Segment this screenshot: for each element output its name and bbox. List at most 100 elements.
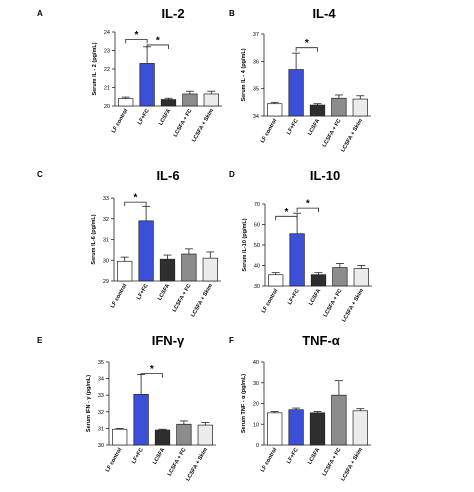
chart-title: IL-2 [161,6,184,21]
y-tick-label: 34 [98,377,104,383]
bar-0 [117,260,133,282]
bar-4 [352,98,368,117]
category-label: LCSFA + FC [172,283,193,313]
significance-bracket: * [140,364,163,378]
category-label: LCSFA + FC [167,447,188,477]
bar-4 [202,257,218,282]
y-tick-label: 33 [98,393,104,399]
y-tick-label: 24 [104,30,110,36]
chart-title: IFN-γ [152,333,185,348]
category-label: LF+FC [286,447,300,465]
category-label: LCSFA + FC [173,108,194,138]
y-tick-label: 40 [254,264,260,270]
category-label: LF control [260,118,279,145]
significance-label: * [305,38,309,49]
y-axis-label: Serum TNF - α (pg/mL) [241,374,247,433]
category-label: LCSFA + FC [322,447,343,477]
significance-label: * [284,207,288,218]
chart-title: IL-4 [312,6,336,21]
panel-e: E IFN-γ 30 31 32 33 34 35 Serum IFN - γ (pg/mL) L… [37,333,216,482]
category-label: LCSFA + Skim [340,447,364,482]
bar-2 [154,429,171,446]
y-tick-label: 30 [98,443,104,449]
y-tick-label: 31 [103,238,109,244]
y-tick-label: 35 [98,360,104,366]
y-axis-label: Serum IL - 2 (pg/mL) [92,42,98,95]
significance-bracket: * [124,193,147,207]
category-label: LF control [260,447,279,474]
chart-title: TNF-α [302,333,340,348]
y-tick-label: 50 [254,243,260,249]
category-label: LCSFA + FC [323,288,344,318]
significance-bracket: * [295,38,318,52]
panel-letter: D [229,170,235,179]
bar-1 [289,233,305,287]
category-label: LCSFA + Skim [191,108,215,143]
panel-letter: B [229,9,235,18]
y-tick-label: 20 [253,402,259,408]
category-label: LCSFA [152,447,166,466]
panel-a: A IL-2 20 21 22 23 24 Serum IL - 2 (pg/mL) LF co… [37,6,222,143]
y-tick-label: 21 [104,86,110,92]
y-tick-label: 40 [253,360,259,366]
bar-0 [267,412,283,446]
significance-label: * [306,199,310,210]
significance-label: * [134,30,138,41]
significance-bracket: * [296,199,319,213]
significance-bracket: * [275,207,298,221]
significance-label: * [156,35,160,46]
significance-label: * [133,193,137,204]
bar-1 [288,69,304,117]
bar-2 [309,412,326,446]
bar-4 [352,410,368,446]
y-tick-label: 31 [98,426,104,432]
category-label: LF+FC [287,288,301,306]
panel-letter: A [37,9,43,18]
y-tick-label: 0 [256,443,259,449]
category-label: LF control [111,108,130,135]
bar-1 [288,409,304,446]
bar-2 [309,104,326,117]
significance-bracket: * [125,30,148,44]
bar-3 [331,394,347,446]
bar-0 [118,98,134,107]
y-tick-label: 32 [103,217,109,223]
category-label: LCSFA [157,283,171,302]
bar-4 [203,93,219,107]
bar-0 [268,274,284,287]
y-axis-label: Serum IL-6 (pg/mL) [91,214,97,264]
bar-2 [159,258,176,282]
bar-1 [139,63,155,107]
y-tick-label: 23 [104,49,110,55]
bar-3 [176,423,192,446]
chart-title: IL-10 [310,168,340,183]
y-tick-label: 36 [253,59,259,65]
panel-letter: F [229,336,234,345]
bar-3 [332,267,348,287]
category-label: LF control [110,283,129,310]
category-label: LF control [105,447,124,474]
y-tick-label: 32 [98,410,104,416]
chart-title: IL-6 [156,168,179,183]
significance-bracket: * [146,35,169,49]
panel-b: B IL-4 34 35 36 37 Serum IL - 4 (pg/mL) LF cont… [229,6,371,153]
y-tick-label: 30 [253,381,259,387]
y-axis-label: Serum IL - 4 (pg/mL) [241,48,247,101]
y-tick-label: 60 [254,223,260,229]
bar-3 [182,93,198,107]
bar-0 [267,103,283,117]
y-tick-label: 30 [103,258,109,264]
y-tick-label: 10 [253,422,259,428]
y-axis-label: Serum IL-10 (pg/mL) [242,218,248,271]
y-tick-label: 35 [253,87,259,93]
y-tick-label: 22 [104,67,110,73]
category-label: LCSFA + Skim [341,288,365,323]
category-label: LF+FC [136,283,150,301]
y-tick-label: 70 [254,202,260,208]
category-label: LCSFA [308,288,322,307]
category-label: LCSFA + Skim [185,447,209,482]
bar-3 [181,253,197,282]
panel-c: C IL-6 29 30 31 32 33 Serum IL-6 (pg/mL) LF cont… [37,168,221,318]
category-label: LCSFA [307,118,321,137]
